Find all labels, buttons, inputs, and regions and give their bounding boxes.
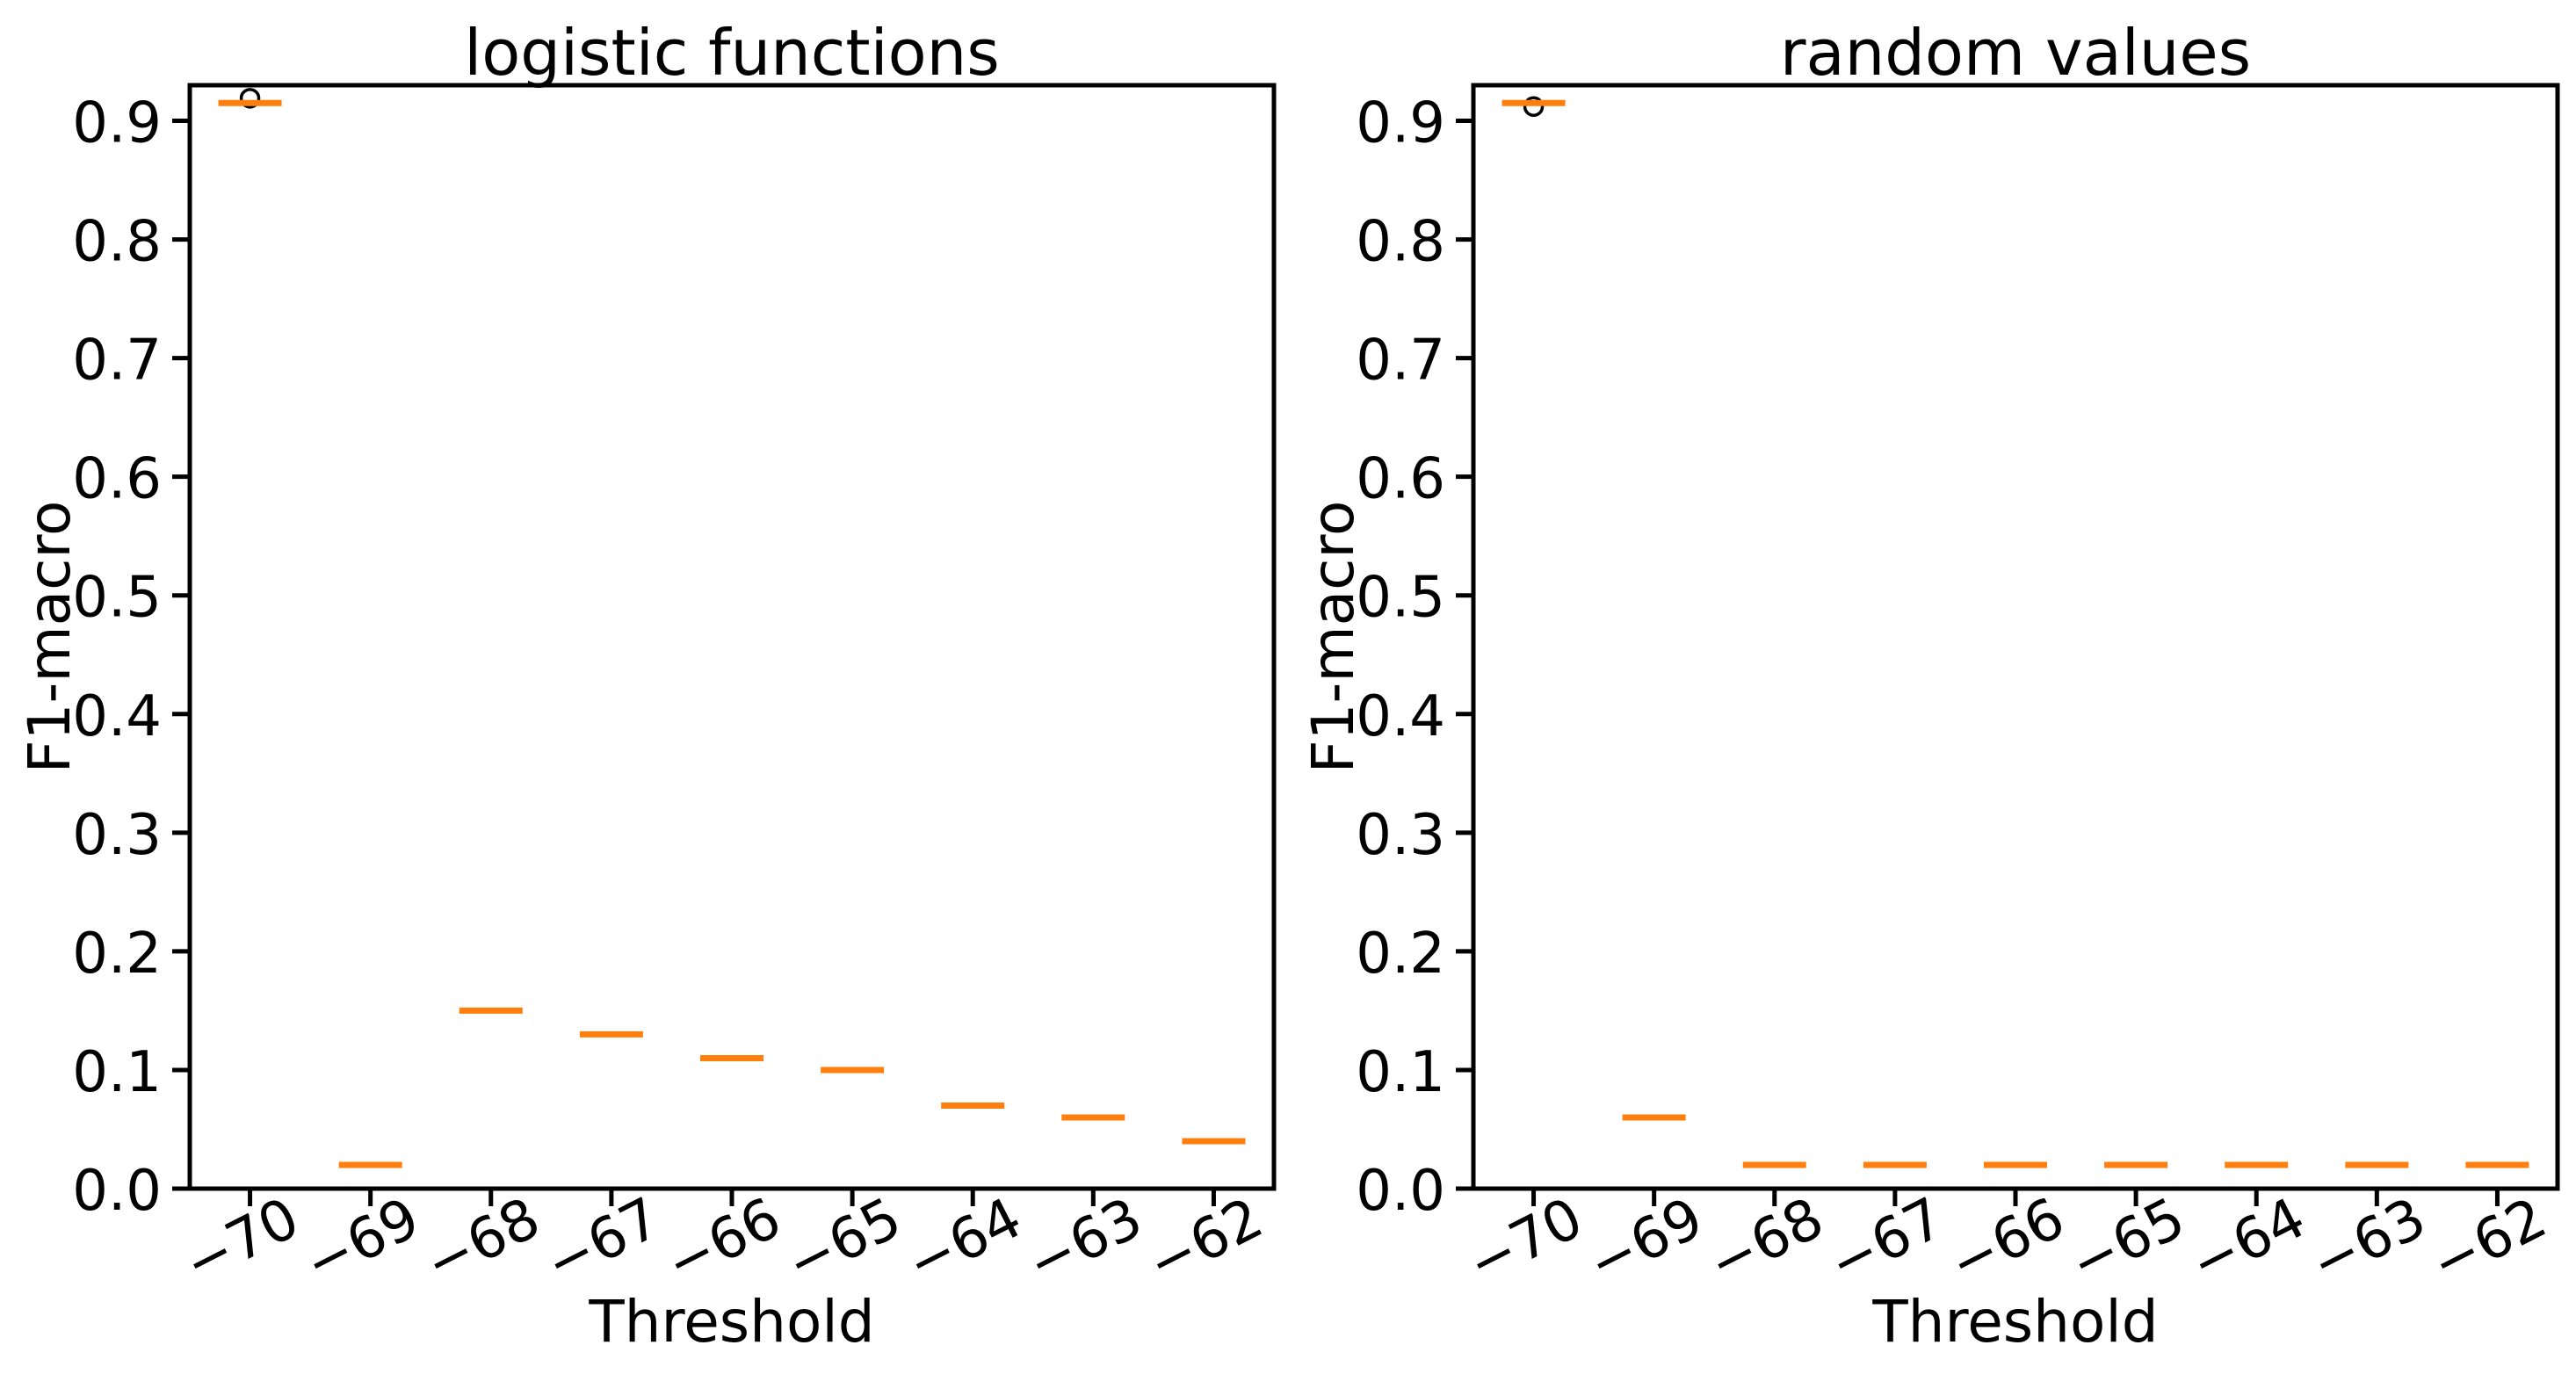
y-tick-label: 0.5 [1356, 566, 1445, 631]
y-tick-label: 0.2 [1356, 922, 1445, 987]
box-data [1501, 96, 2529, 1168]
y-tick-label: 0.6 [72, 447, 162, 512]
x-axis-label: Threshold [1871, 1288, 2158, 1356]
y-tick-label: 0.2 [72, 922, 162, 987]
x-tick-label: −62 [1138, 1186, 1273, 1298]
x-tick-label: −69 [1578, 1186, 1713, 1298]
y-tick-label: 0.3 [72, 803, 162, 868]
axes-frame [1471, 83, 2560, 1191]
y-tick-label: 0.6 [1356, 447, 1445, 512]
y-tick-label: 0.0 [1356, 1159, 1445, 1224]
x-tick-label: −63 [1017, 1186, 1153, 1298]
outlier-marker [239, 88, 261, 109]
subplot-title: logistic functions [464, 16, 1000, 90]
y-tick-label: 0.4 [72, 684, 162, 749]
x-tick-label: −64 [2181, 1186, 2316, 1298]
x-tick-label: −62 [2421, 1186, 2557, 1298]
y-tick-label: 0.3 [1356, 803, 1445, 868]
y-tick-label: 0.0 [72, 1159, 162, 1224]
subplot-logistic-functions: logistic functions Threshold F1-macro 0.… [16, 16, 1277, 1356]
y-axis-label: F1-macro [1299, 501, 1367, 774]
y-tick-label: 0.5 [72, 566, 162, 631]
subplot-title: random values [1780, 16, 2251, 90]
y-tick-label: 0.4 [1356, 684, 1445, 749]
x-axis-label: Threshold [588, 1288, 874, 1356]
x-tick-label: −68 [415, 1186, 550, 1298]
y-tick-label: 0.7 [1356, 329, 1445, 394]
x-tick-label: −66 [1939, 1186, 2074, 1298]
x-tick-label: −68 [1698, 1186, 1834, 1298]
y-tick-label: 0.8 [1356, 210, 1445, 275]
axes-frame-group [187, 83, 1277, 1191]
x-tick-label: −69 [294, 1186, 430, 1298]
y-tick-label: 0.7 [72, 329, 162, 394]
y-tick-label: 0.9 [72, 91, 162, 156]
box-data [218, 88, 1246, 1168]
axes-frame-group [1471, 83, 2560, 1191]
x-tick-label: −67 [1819, 1186, 1954, 1298]
x-tick-label: −70 [174, 1186, 309, 1298]
x-tick-label: −65 [777, 1186, 912, 1298]
y-axis-label: F1-macro [16, 501, 83, 774]
y-axis-ticks: 0.0 0.1 0.2 0.3 0.4 0.5 0.6 0.7 0.8 0.9 [1356, 91, 1473, 1224]
y-tick-label: 0.1 [1356, 1040, 1445, 1105]
x-tick-label: −66 [655, 1186, 791, 1298]
outlier-marker [1523, 96, 1545, 118]
axes-frame [187, 83, 1277, 1191]
x-tick-label: −64 [897, 1186, 1032, 1298]
subplot-random-values: random values Threshold F1-macro 0.00.10… [1299, 16, 2560, 1356]
y-tick-label: 0.8 [72, 210, 162, 275]
y-axis-ticks: 0.0 0.1 0.2 0.3 0.4 0.5 0.6 0.7 0.8 0.9 [72, 91, 190, 1224]
x-tick-label: −63 [2301, 1186, 2436, 1298]
x-axis-ticks: −70−69−68−67−66−65−64−63−62 [1458, 1186, 2557, 1298]
y-tick-label: 0.9 [1356, 91, 1445, 156]
x-tick-label: −67 [535, 1186, 670, 1298]
x-tick-label: −70 [1458, 1186, 1593, 1298]
y-tick-label: 0.1 [72, 1040, 162, 1105]
x-axis-ticks: −70−69−68−67−66−65−64−63−62 [174, 1186, 1273, 1298]
x-tick-label: −65 [2060, 1186, 2196, 1298]
